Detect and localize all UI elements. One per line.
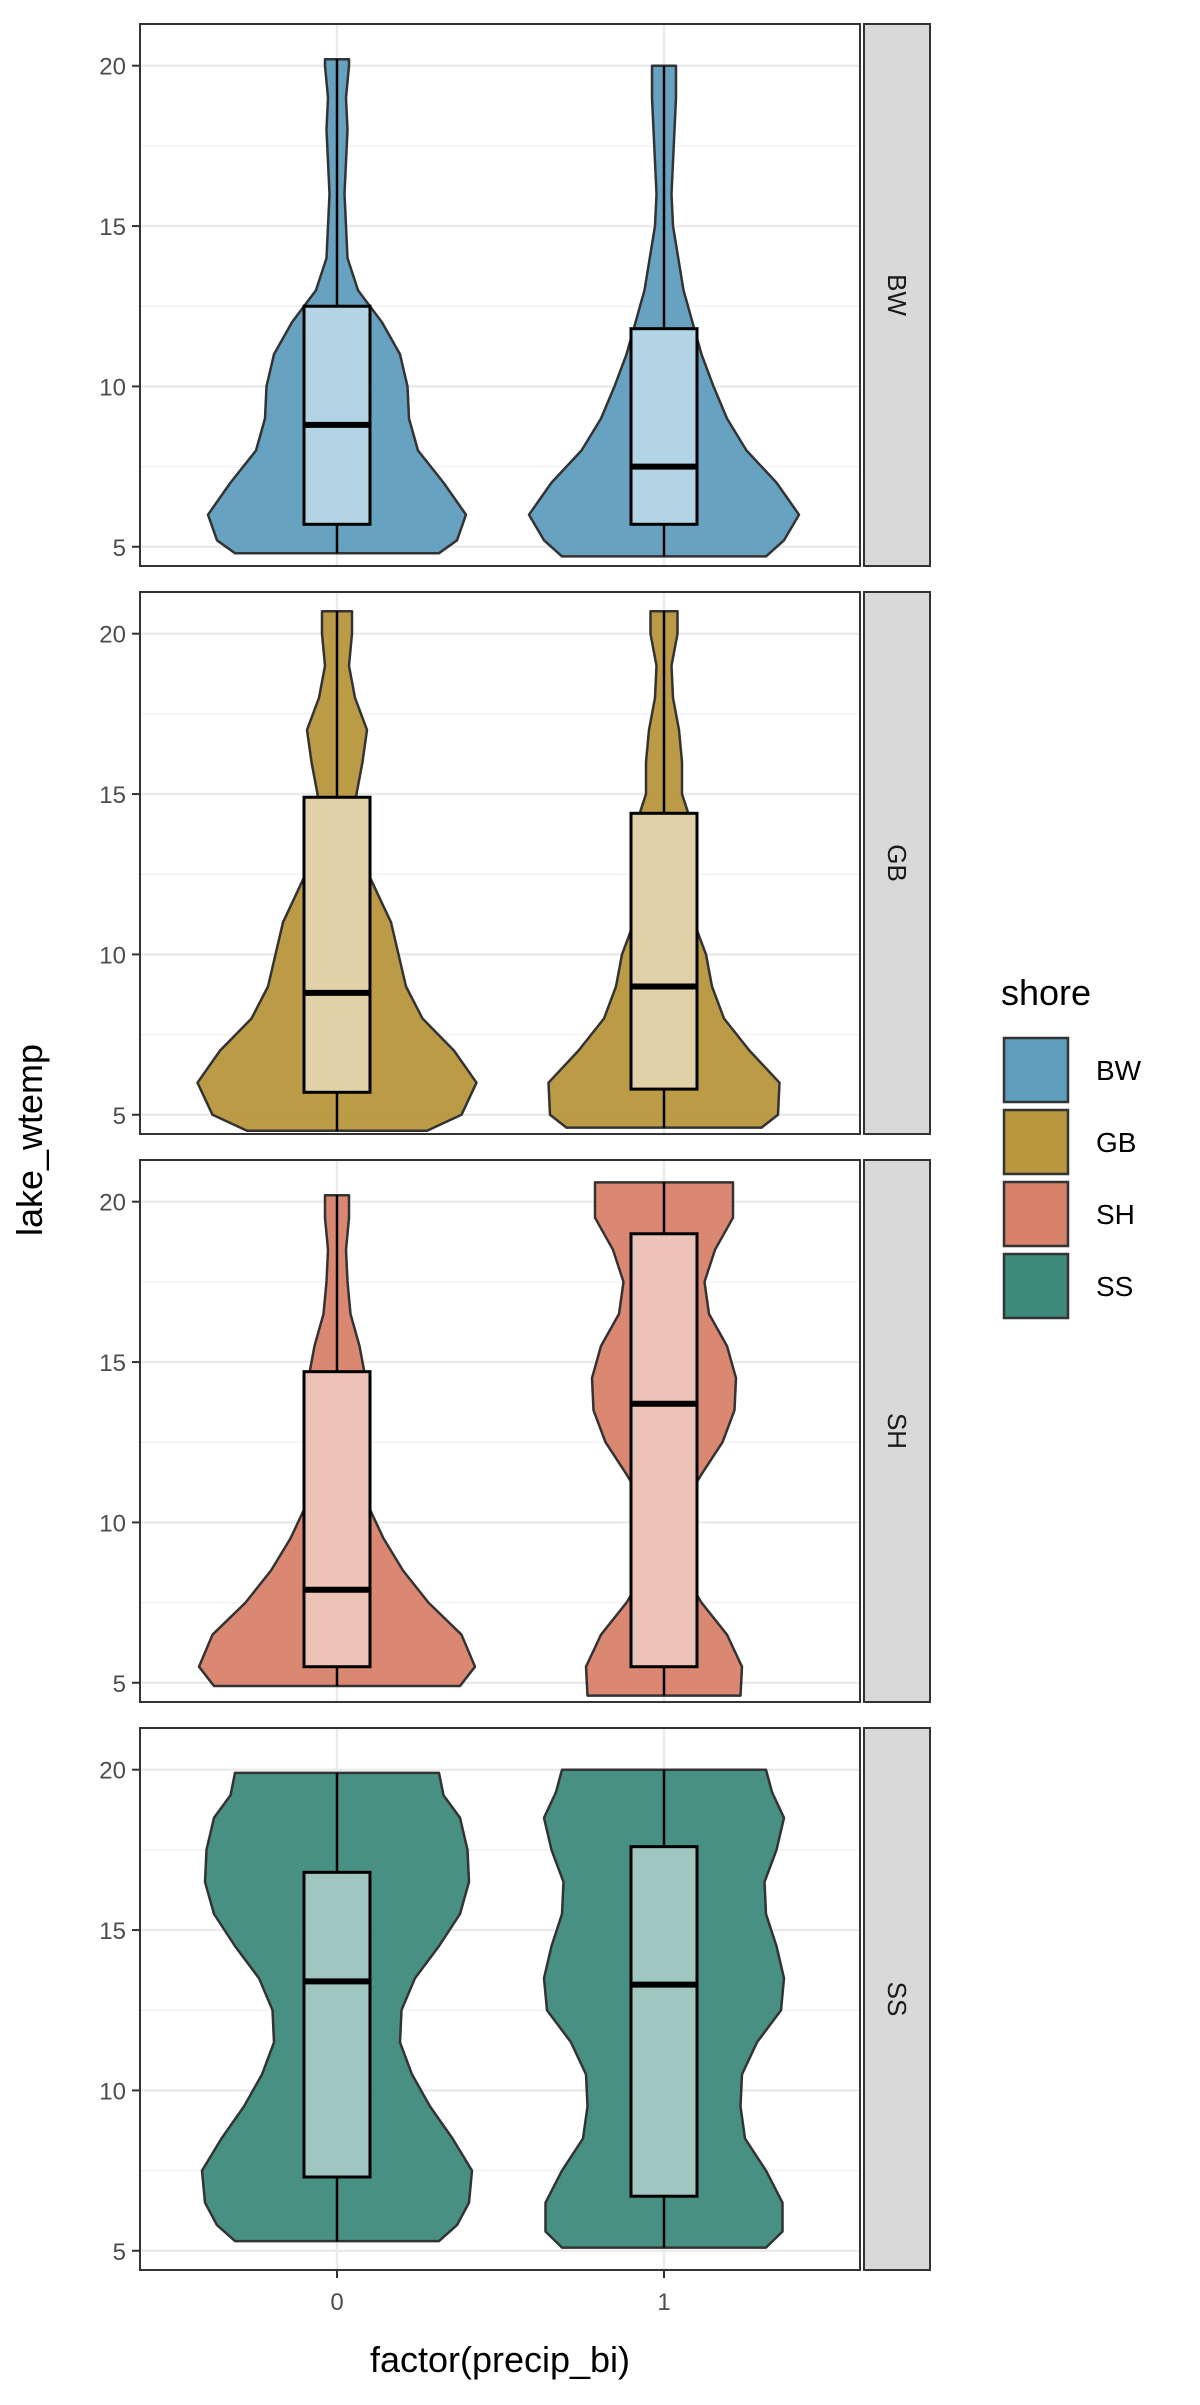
legend-key-bw	[1002, 1036, 1070, 1104]
facet-panel-bw: 5 10 15 20 BW	[99, 23, 931, 567]
box-gb-0	[302, 795, 372, 1094]
box-sh-1	[629, 1232, 699, 1669]
legend-label-ss: SS	[1096, 1271, 1133, 1302]
facet-strip-label: GB	[882, 844, 912, 882]
y-tick-label: 5	[113, 535, 126, 562]
facet-panel-sh: 5 10 15 20 SH	[99, 1159, 931, 1703]
x-tick-label: 0	[330, 2289, 343, 2316]
y-tick-label: 20	[99, 1190, 126, 1217]
legend-label-sh: SH	[1096, 1199, 1135, 1230]
y-tick-label: 15	[99, 1350, 126, 1377]
y-tick-label: 15	[99, 1918, 126, 1945]
box-sh-0	[302, 1370, 372, 1669]
box-gb-1	[629, 811, 699, 1091]
box-ss-0	[302, 1870, 372, 2179]
legend-label-bw: BW	[1096, 1055, 1142, 1086]
y-tick-label: 5	[113, 1671, 126, 1698]
facet-panel-ss: 5 10 15 20 SS	[99, 1727, 931, 2271]
panel-border	[139, 23, 861, 567]
y-tick-label: 15	[99, 214, 126, 241]
facet-panel-gb: 5 10 15 20 GB	[99, 591, 931, 1135]
y-tick-label: 10	[99, 2078, 126, 2105]
y-tick-label: 10	[99, 1510, 126, 1537]
box-bw-1	[629, 327, 699, 526]
facet-strip-label: SH	[882, 1413, 912, 1449]
x-tick-label: 1	[657, 2289, 670, 2316]
y-tick-label: 5	[113, 2239, 126, 2266]
y-axis-title: lake_wtemp	[9, 1044, 50, 1236]
facet-strip	[863, 23, 931, 567]
legend-label-gb: GB	[1096, 1127, 1136, 1158]
box-ss-1	[629, 1845, 699, 2198]
legend: shore BW GB SH SS	[1001, 972, 1142, 1320]
legend-key-ss	[1002, 1252, 1070, 1320]
panel-border	[139, 1159, 861, 1703]
legend-title: shore	[1001, 972, 1091, 1013]
x-axis-title: factor(precip_bi)	[370, 2339, 630, 2380]
legend-key-sh	[1002, 1180, 1070, 1248]
panel-border	[139, 591, 861, 1135]
box-bw-0	[302, 304, 372, 526]
facet-strip	[863, 1159, 931, 1703]
y-tick-label: 10	[99, 942, 126, 969]
panel-border	[139, 1727, 861, 2271]
facet-strip	[863, 591, 931, 1135]
y-tick-label: 10	[99, 374, 126, 401]
y-tick-label: 20	[99, 1758, 126, 1785]
facet-strip-label: BW	[882, 274, 912, 316]
facet-panels: 5 10 15 20 BW 5 10 15 20 GB 5 10 15 20 SH 5 10 15 20 SS 0 1	[99, 23, 931, 2316]
facet-strip	[863, 1727, 931, 2271]
y-tick-label: 20	[99, 54, 126, 81]
y-tick-label: 20	[99, 622, 126, 649]
facet-strip-label: SS	[882, 1982, 912, 2017]
y-tick-label: 15	[99, 782, 126, 809]
y-tick-label: 5	[113, 1103, 126, 1130]
legend-key-gb	[1002, 1108, 1070, 1176]
